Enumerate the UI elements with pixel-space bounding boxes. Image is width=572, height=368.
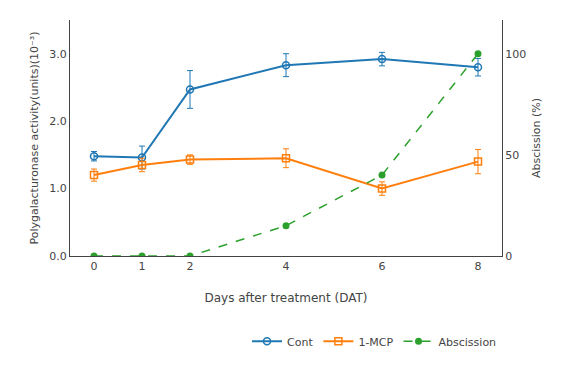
- svg-text:0: 0: [91, 260, 98, 273]
- svg-text:Abscission: Abscission: [439, 336, 497, 349]
- svg-text:1.0: 1.0: [49, 182, 67, 195]
- svg-text:8: 8: [475, 260, 482, 273]
- svg-text:1-MCP: 1-MCP: [358, 336, 393, 349]
- svg-text:2.0: 2.0: [49, 115, 67, 128]
- svg-text:4: 4: [283, 260, 290, 273]
- svg-text:Abscission (%): Abscission (%): [530, 98, 543, 178]
- svg-text:0.0: 0.0: [49, 250, 67, 263]
- svg-text:2: 2: [187, 260, 194, 273]
- svg-text:3.0: 3.0: [49, 48, 67, 61]
- svg-text:Days after treatment (DAT): Days after treatment (DAT): [205, 291, 368, 305]
- svg-text:50: 50: [505, 149, 519, 162]
- svg-text:100: 100: [505, 48, 526, 61]
- svg-text:Cont: Cont: [287, 336, 313, 349]
- svg-text:0: 0: [505, 250, 512, 263]
- svg-text:Polygalacturonase activity(uni: Polygalacturonase activity(units)(10⁻³): [28, 31, 41, 244]
- svg-text:1: 1: [139, 260, 146, 273]
- svg-text:6: 6: [379, 260, 386, 273]
